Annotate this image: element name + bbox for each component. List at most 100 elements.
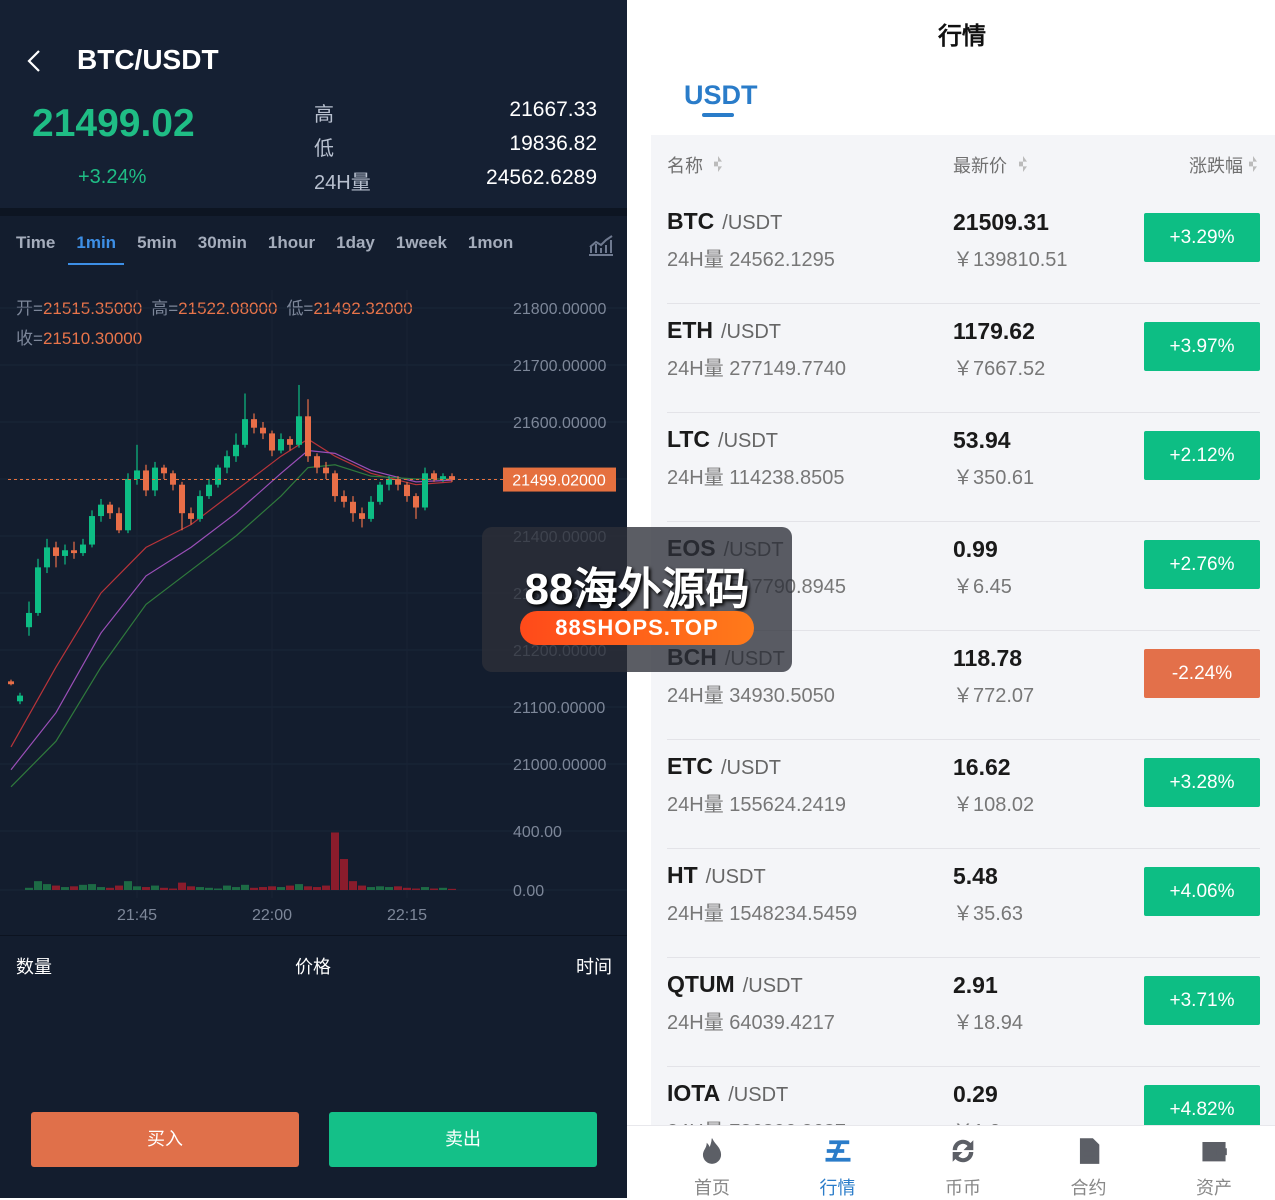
- tab-item[interactable]: 币币: [938, 1126, 988, 1199]
- period-tab[interactable]: Time: [16, 233, 56, 252]
- buy-button[interactable]: 买入: [31, 1112, 299, 1167]
- volume-bar: [376, 886, 384, 890]
- row-divider: [667, 521, 1260, 522]
- candle-body: [44, 547, 50, 568]
- row-divider: [667, 957, 1260, 958]
- candle-body: [368, 501, 374, 519]
- market-row[interactable]: BTC/USDT 24H量 24562.1295 21509.31 ￥139810.5…: [651, 195, 1275, 304]
- candle-body: [296, 416, 302, 445]
- change-badge[interactable]: +3.28%: [1144, 758, 1260, 807]
- coin-quote: /USDT: [705, 866, 766, 888]
- candle-body: [152, 467, 158, 491]
- market-row[interactable]: ETC/USDT 24H量 155624.2419 16.62 ￥108.02 +3.2…: [651, 740, 1275, 849]
- title: 行情: [938, 23, 986, 50]
- coin: QTUM/USDT: [667, 971, 803, 998]
- sort-icon[interactable]: [1019, 156, 1027, 172]
- y-tick-label: 400.00: [513, 824, 562, 841]
- price: 2.91: [953, 972, 998, 998]
- market-row[interactable]: ETH/USDT 24H量 277149.7740 1179.62 ￥7667.52 +…: [651, 304, 1275, 413]
- period-tab[interactable]: 1hour: [267, 233, 316, 252]
- candle-body: [341, 496, 347, 502]
- price: 53.94: [953, 427, 1011, 453]
- column-header: 最新价: [953, 156, 1007, 176]
- change: +3.24%: [78, 166, 147, 188]
- volume-bar: [115, 885, 123, 890]
- volume-bar: [421, 887, 429, 890]
- tab-item[interactable]: 行情: [813, 1126, 863, 1199]
- coin: ETH/USDT: [667, 317, 781, 344]
- market-row[interactable]: LTC/USDT 24H量 114238.8505 53.94 ￥350.61 +2.1…: [651, 413, 1275, 522]
- candle-body: [125, 479, 131, 531]
- stat-value: 21667.33: [509, 98, 597, 121]
- column-header: 涨跌幅: [1189, 156, 1243, 176]
- period-tab[interactable]: 1week: [395, 233, 447, 252]
- market-row[interactable]: IOTA/USDT 24H量 736806.2687 0.29 ￥1.9 +4.82%: [651, 1067, 1275, 1125]
- period-tab[interactable]: 1min: [68, 233, 125, 265]
- change-badge[interactable]: +4.06%: [1144, 867, 1260, 916]
- change-badge[interactable]: +3.71%: [1144, 976, 1260, 1025]
- icon-shape: [825, 1140, 850, 1162]
- volume-bar: [286, 885, 294, 890]
- row-divider: [667, 739, 1260, 740]
- ohlc-value: 21510.30000: [42, 329, 143, 348]
- change-badge[interactable]: -2.24%: [1144, 649, 1260, 698]
- change-badge[interactable]: +4.82%: [1144, 1085, 1260, 1125]
- change-badge[interactable]: +2.76%: [1144, 540, 1260, 589]
- period-tab[interactable]: 30min: [197, 233, 247, 252]
- coin: ETC/USDT: [667, 753, 781, 780]
- cny-price: ￥139810.51: [953, 249, 1068, 271]
- change-badge[interactable]: +3.97%: [1144, 322, 1260, 371]
- tab-label: 资产: [1196, 1178, 1232, 1198]
- x-tick-label: 22:00: [252, 907, 292, 924]
- tab-item[interactable]: 首页: [687, 1126, 737, 1199]
- volume: 24H量 114238.8505: [667, 467, 845, 489]
- candle-body: [134, 470, 140, 479]
- row-divider: [667, 303, 1260, 304]
- change-badge[interactable]: +3.29%: [1144, 213, 1260, 262]
- period-tab[interactable]: 5min: [137, 233, 177, 252]
- list-header: 名称 最新价 涨跌幅: [651, 152, 1275, 176]
- volume-bar: [394, 886, 402, 890]
- period-tab[interactable]: 1mon: [467, 233, 514, 252]
- tab-item[interactable]: 合约: [1064, 1126, 1114, 1199]
- kline-chart: 21800.0000021700.0000021600.0000021500.0…: [0, 290, 627, 924]
- volume-bar: [169, 888, 177, 890]
- back-button[interactable]: [24, 48, 44, 74]
- volume-bar: [178, 882, 186, 890]
- sell-button[interactable]: 卖出: [329, 1112, 597, 1167]
- volume-bar: [430, 888, 438, 890]
- market-row[interactable]: QTUM/USDT 24H量 64039.4217 2.91 ￥18.94 +3.71%: [651, 958, 1275, 1067]
- sort-icon[interactable]: [714, 156, 722, 172]
- change-badge[interactable]: +2.12%: [1144, 431, 1260, 480]
- candle-body: [350, 501, 356, 514]
- stat-label: 24H量: [314, 172, 371, 194]
- tab-item[interactable]: 资产: [1189, 1126, 1239, 1199]
- price: 118.78: [953, 645, 1023, 671]
- indicator-icon[interactable]: [587, 233, 615, 257]
- row-divider: [667, 848, 1260, 849]
- row-divider: [667, 412, 1260, 413]
- price: 0.99: [953, 536, 998, 562]
- candle-body: [224, 456, 230, 468]
- candle-body: [422, 473, 428, 508]
- volume-bar: [79, 884, 87, 890]
- price: 21509.31: [953, 209, 1049, 235]
- price: 0.29: [953, 1081, 998, 1107]
- volume-bar: [448, 888, 456, 890]
- candle-body: [80, 544, 86, 554]
- row-divider: [667, 630, 1260, 631]
- volume-bg: [0, 816, 627, 898]
- market-tab[interactable]: USDT: [684, 80, 758, 110]
- tab-bar: 首页 行情 币币 合约 资产: [627, 1125, 1275, 1199]
- candle-body: [89, 516, 95, 545]
- sort-icon[interactable]: [1249, 156, 1257, 172]
- period-tab[interactable]: 1day: [336, 233, 375, 252]
- coin: IOTA/USDT: [667, 1080, 788, 1107]
- volume-bar: [412, 888, 420, 890]
- market-row[interactable]: HT/USDT 24H量 1548234.5459 5.48 ￥35.63 +4.06%: [651, 849, 1275, 958]
- candle-body: [206, 484, 212, 497]
- coin-quote: /USDT: [721, 321, 781, 343]
- coin-quote: /USDT: [742, 975, 803, 997]
- icon-shape: [702, 1138, 722, 1164]
